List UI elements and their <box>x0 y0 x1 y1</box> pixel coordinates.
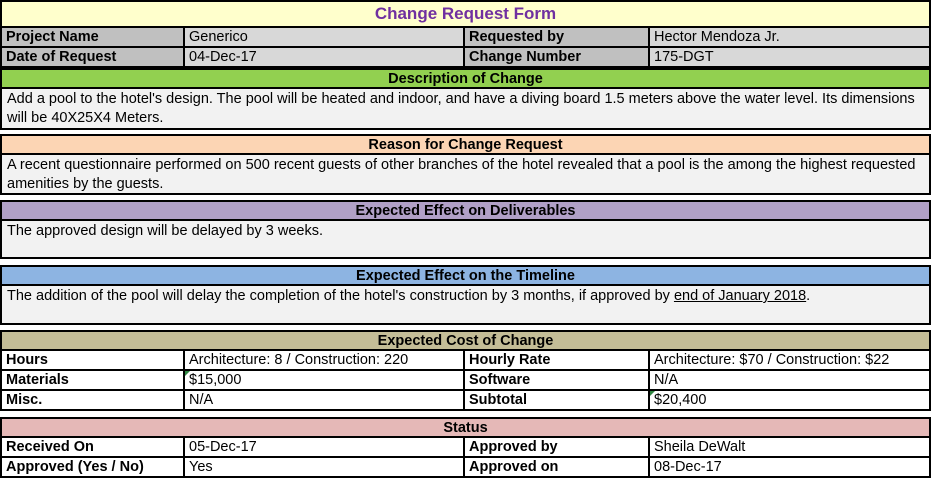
approved-yes-no-value[interactable]: Yes <box>185 456 465 476</box>
approved-by-label: Approved by <box>465 436 650 456</box>
subtotal-value[interactable]: $20,400 <box>650 389 929 409</box>
hours-label: Hours <box>2 349 185 369</box>
section-gap <box>0 411 931 417</box>
reason-body[interactable]: A recent questionnaire performed on 500 … <box>2 155 929 193</box>
approved-by-value[interactable]: Sheila DeWalt <box>650 436 929 456</box>
requested-by-value[interactable]: Hector Mendoza Jr. <box>650 26 929 46</box>
timeline-text: The addition of the pool will delay the … <box>7 288 674 304</box>
approved-yes-no-label: Approved (Yes / No) <box>2 456 185 476</box>
status-grid: Received On 05-Dec-17 Approved by Sheila… <box>2 436 929 476</box>
received-on-value[interactable]: 05-Dec-17 <box>185 436 465 456</box>
formula-flag-icon <box>185 371 190 376</box>
info-grid: Project Name Generico Requested by Hecto… <box>2 26 929 66</box>
reason-header: Reason for Change Request <box>2 136 929 155</box>
hourly-rate-value[interactable]: Architecture: $70 / Construction: $22 <box>650 349 929 369</box>
approved-on-value[interactable]: 08-Dec-17 <box>650 456 929 476</box>
hourly-rate-label: Hourly Rate <box>465 349 650 369</box>
software-label: Software <box>465 369 650 389</box>
deliverables-body[interactable]: The approved design will be delayed by 3… <box>2 221 929 257</box>
change-number-label: Change Number <box>465 46 650 66</box>
project-name-value[interactable]: Generico <box>185 26 465 46</box>
description-section: Description of Change Add a pool to the … <box>0 68 931 130</box>
requested-by-label: Requested by <box>465 26 650 46</box>
cost-grid: Hours Architecture: 8 / Construction: 22… <box>2 349 929 409</box>
deliverables-section: Expected Effect on Deliverables The appr… <box>0 200 931 259</box>
form-title: Change Request Form <box>2 2 929 26</box>
header-block: Change Request Form Project Name Generic… <box>0 0 931 68</box>
date-of-request-label: Date of Request <box>2 46 185 66</box>
section-gap <box>0 259 931 265</box>
misc-value[interactable]: N/A <box>185 389 465 409</box>
timeline-section: Expected Effect on the Timeline The addi… <box>0 265 931 325</box>
date-of-request-value[interactable]: 04-Dec-17 <box>185 46 465 66</box>
deliverables-header: Expected Effect on Deliverables <box>2 202 929 221</box>
materials-value[interactable]: $15,000 <box>185 369 465 389</box>
section-gap <box>0 325 931 330</box>
description-header: Description of Change <box>2 70 929 89</box>
timeline-text-suffix: . <box>806 288 811 304</box>
materials-label: Materials <box>2 369 185 389</box>
hours-value[interactable]: Architecture: 8 / Construction: 220 <box>185 349 465 369</box>
reason-section: Reason for Change Request A recent quest… <box>0 134 931 195</box>
status-section: Status Received On 05-Dec-17 Approved by… <box>0 417 931 478</box>
timeline-deadline-text: end of January 2018 <box>673 288 807 304</box>
change-number-value[interactable]: 175-DGT <box>650 46 929 66</box>
misc-label: Misc. <box>2 389 185 409</box>
approved-on-label: Approved on <box>465 456 650 476</box>
formula-flag-icon <box>650 391 655 396</box>
project-name-label: Project Name <box>2 26 185 46</box>
timeline-body[interactable]: The addition of the pool will delay the … <box>2 286 929 323</box>
received-on-label: Received On <box>2 436 185 456</box>
cost-section: Expected Cost of Change Hours Architectu… <box>0 330 931 411</box>
section-gap <box>0 130 931 134</box>
timeline-header: Expected Effect on the Timeline <box>2 267 929 286</box>
subtotal-label: Subtotal <box>465 389 650 409</box>
description-body[interactable]: Add a pool to the hotel's design. The po… <box>2 89 929 128</box>
section-gap <box>0 195 931 200</box>
software-value[interactable]: N/A <box>650 369 929 389</box>
